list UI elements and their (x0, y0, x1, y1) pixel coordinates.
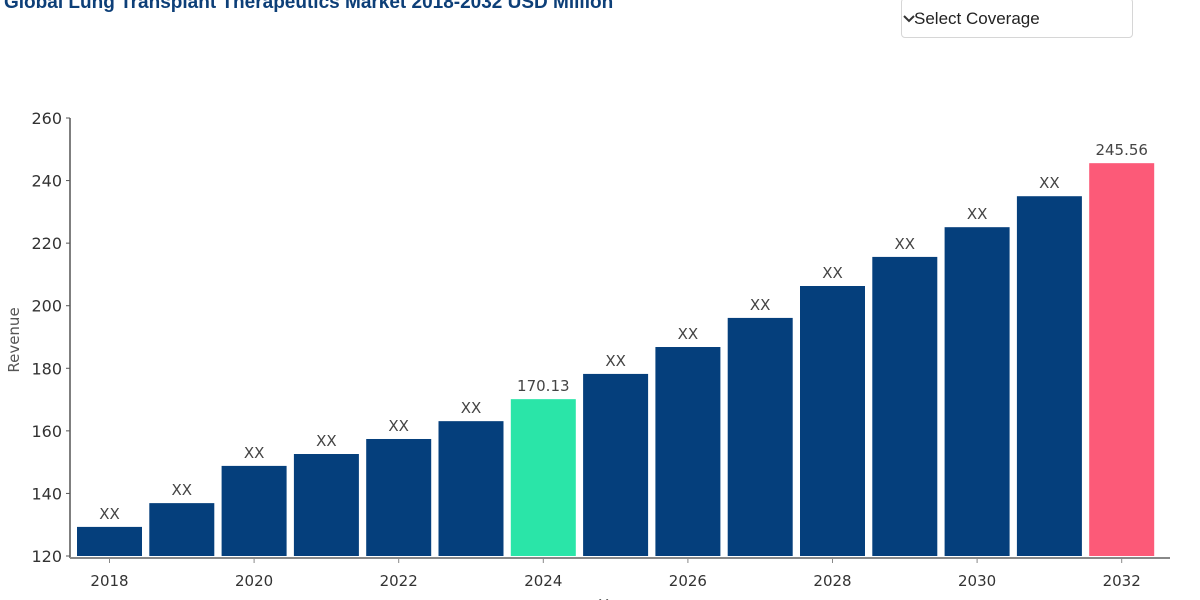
data-label-2021: XX (316, 432, 337, 450)
y-tick-label: 200 (31, 297, 62, 316)
data-label-2024: 170.13 (517, 377, 570, 395)
data-label-2022: XX (388, 417, 409, 435)
bar-2022 (366, 438, 432, 556)
bar-2023 (438, 421, 504, 556)
data-label-2028: XX (822, 264, 843, 282)
data-label-2025: XX (605, 352, 626, 370)
x-tick-label: 2028 (813, 572, 851, 590)
bar-2031 (1016, 196, 1082, 556)
data-label-2029: XX (895, 235, 916, 253)
coverage-select-label: Select Coverage (914, 9, 1040, 28)
x-tick-label: 2026 (669, 572, 707, 590)
x-tick-label: 2030 (958, 572, 996, 590)
data-label-2026: XX (678, 325, 699, 343)
bar-2028 (800, 286, 865, 556)
bar-2030 (944, 227, 1010, 557)
x-axis-label: Year (598, 596, 632, 600)
data-label-2032: 245.56 (1095, 141, 1148, 159)
bar-2020 (221, 465, 287, 556)
bar-2019 (149, 503, 215, 556)
data-label-2027: XX (750, 296, 771, 314)
y-tick-label: 220 (31, 234, 62, 253)
y-tick-label: 120 (31, 547, 62, 566)
data-label-2020: XX (244, 444, 265, 462)
x-tick-label: 2024 (524, 572, 562, 590)
bar-2027 (727, 317, 793, 556)
bar-2025 (583, 373, 649, 556)
y-tick-label: 140 (31, 484, 62, 503)
y-axis-label: Revenue (5, 307, 23, 372)
y-tick-label: 160 (31, 422, 62, 441)
bar-2018 (77, 526, 142, 556)
data-label-2018: XX (99, 505, 120, 523)
y-tick-label: 240 (31, 172, 62, 191)
bar-2026 (655, 347, 721, 556)
bar-2024 (510, 399, 576, 556)
data-label-2023: XX (461, 399, 482, 417)
chevron-down-icon (903, 15, 915, 23)
data-label-2030: XX (967, 205, 988, 223)
y-tick-label: 180 (31, 359, 62, 378)
data-label-2019: XX (172, 481, 193, 499)
x-tick-label: 2022 (380, 572, 418, 590)
data-label-2031: XX (1039, 174, 1060, 192)
bar-2021 (293, 454, 359, 556)
x-tick-label: 2032 (1103, 572, 1141, 590)
y-tick-label: 260 (31, 109, 62, 128)
coverage-select[interactable]: Select Coverage (901, 0, 1133, 38)
bar-2029 (872, 256, 938, 556)
x-tick-label: 2020 (235, 572, 273, 590)
chart-title: Global Lung Transplant Therapeutics Mark… (4, 0, 614, 13)
bar-2032 (1089, 163, 1155, 556)
x-tick-label: 2018 (90, 572, 128, 590)
